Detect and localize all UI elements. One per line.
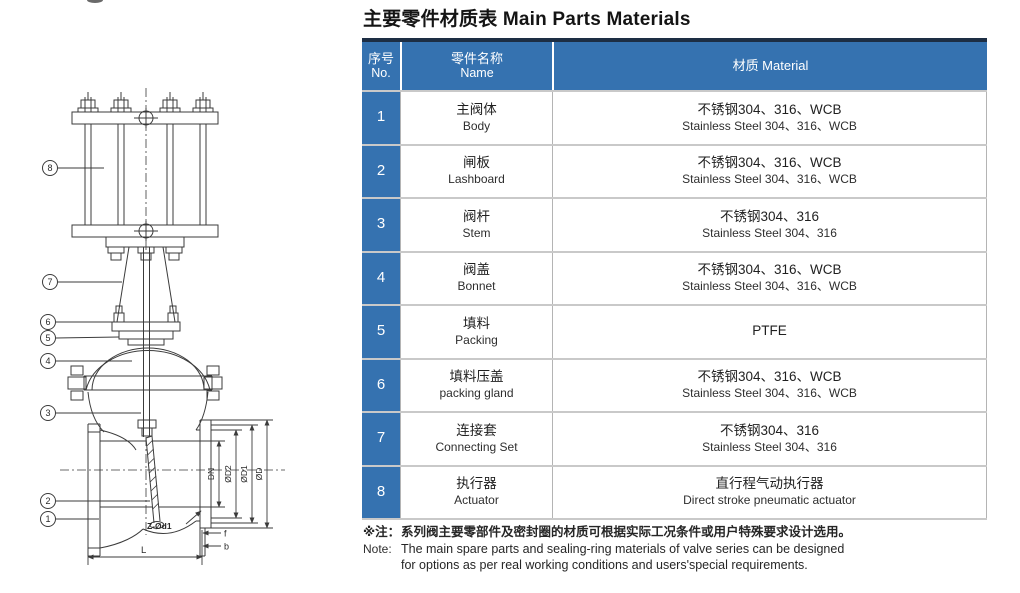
- dim-d-label: ØD: [254, 468, 264, 481]
- dim-d1-label: ØD1: [239, 465, 249, 483]
- yoke-and-stem: [116, 246, 176, 437]
- valve-technical-drawing: 8 7 6 5 4 3 2 1 DN ØD2 ØD1 ØD Z-Ød1 f b …: [40, 0, 285, 565]
- part-name-cell: 执行器 Actuator: [400, 466, 552, 518]
- center-marks: [134, 108, 158, 241]
- gate-lashboard: [145, 435, 165, 529]
- packing-gland: [111, 305, 181, 346]
- page-title: 主要零件材质表 Main Parts Materials: [363, 9, 691, 30]
- row-number-cell: 6: [362, 359, 400, 411]
- material-cell: 不锈钢304、316、WCB Stainless Steel 304、316、W…: [552, 92, 987, 144]
- callout-5: 5: [45, 333, 50, 343]
- part-name-cell: 填料压盖 packing gland: [400, 359, 552, 411]
- material-cell: 不锈钢304、316 Stainless Steel 304、316: [552, 413, 987, 465]
- material-cell: PTFE: [552, 306, 987, 358]
- callout-3: 3: [45, 408, 50, 418]
- bonnet: [67, 347, 223, 437]
- material-cell: 不锈钢304、316、WCB Stainless Steel 304、316、W…: [552, 359, 987, 411]
- row-number-cell: 7: [362, 413, 400, 465]
- notes-block: ※注： 系列阀主要零部件及密封圈的材质可根据实际工况条件或用户特殊要求设计选用。…: [363, 524, 993, 574]
- gate-hatching: [146, 439, 159, 510]
- note-en-label-spacer: [363, 557, 401, 574]
- callout-leaders: [55, 167, 150, 520]
- header-name-en: Name: [460, 66, 494, 81]
- valve-body: [87, 419, 212, 557]
- header-no-cn: 序号: [367, 50, 394, 66]
- callout-balloons: [40, 160, 58, 527]
- part-name-cell: 阀杆 Stem: [400, 199, 552, 251]
- callout-7: 7: [47, 277, 52, 287]
- table-row: 7 连接套 Connecting Set 不锈钢304、316 Stainles…: [362, 411, 987, 465]
- row-number-cell: 2: [362, 145, 400, 197]
- callout-numbers: 8 7 6 5 4 3 2 1: [45, 163, 52, 524]
- dim-zd1-label: Z-Ød1: [147, 521, 172, 531]
- page-artifact: [87, 0, 103, 3]
- part-name-cell: 阀盖 Bonnet: [400, 252, 552, 304]
- row-number-cell: 1: [362, 92, 400, 144]
- drawing-labels: 8 7 6 5 4 3 2 1 DN ØD2 ØD1 ØD Z-Ød1 f b …: [45, 163, 264, 556]
- note-en-label: Note:: [363, 541, 392, 556]
- dim-d2-label: ØD2: [223, 465, 233, 483]
- table-row: 5 填料 Packing PTFE: [362, 304, 987, 358]
- callout-1: 1: [45, 514, 50, 524]
- header-name-cn: 零件名称: [450, 50, 503, 66]
- note-cn-label: ※注：: [363, 525, 401, 539]
- table-top-accent: [362, 38, 987, 42]
- diameter-labels: DN ØD2 ØD1 ØD: [206, 465, 264, 483]
- callout-6: 6: [45, 317, 50, 327]
- part-name-cell: 填料 Packing: [400, 306, 552, 358]
- actuator: [71, 92, 219, 261]
- tie-rods: [77, 92, 214, 225]
- table-row: 3 阀杆 Stem 不锈钢304、316 Stainless Steel 304…: [362, 197, 987, 251]
- materials-table: 序号 No. 零件名称 Name 材质 Material 1 主阀体 Body …: [362, 38, 987, 520]
- note-en-text-2: for options as per real working conditio…: [401, 558, 808, 572]
- table-row: 2 闸板 Lashboard 不锈钢304、316、WCB Stainless …: [362, 143, 987, 197]
- valve-linework: [40, 88, 285, 565]
- note-cn-text: 系列阀主要零部件及密封圈的材质可根据实际工况条件或用户特殊要求设计选用。: [401, 525, 852, 539]
- callout-8: 8: [47, 163, 52, 173]
- table-row: 6 填料压盖 packing gland 不锈钢304、316、WCB Stai…: [362, 357, 987, 411]
- header-no: 序号 No.: [362, 42, 400, 90]
- table-row: 4 阀盖 Bonnet 不锈钢304、316、WCB Stainless Ste…: [362, 250, 987, 304]
- callout-2: 2: [45, 496, 50, 506]
- dim-f-label: f: [224, 529, 227, 539]
- dim-b-label: b: [224, 542, 229, 552]
- header-no-en: No.: [371, 66, 391, 81]
- dimension-lines: [87, 419, 273, 565]
- table-row: 1 主阀体 Body 不锈钢304、316、WCB Stainless Stee…: [362, 90, 987, 144]
- table-header-row: 序号 No. 零件名称 Name 材质 Material: [362, 42, 987, 90]
- table-row: 8 执行器 Actuator 直行程气动执行器 Direct stroke pn…: [362, 464, 987, 518]
- note-line-en-1: Note: The main spare parts and sealing-r…: [363, 541, 993, 558]
- dim-l-label: L: [141, 545, 146, 556]
- material-cell: 不锈钢304、316、WCB Stainless Steel 304、316、W…: [552, 252, 987, 304]
- row-number-cell: 4: [362, 252, 400, 304]
- row-number-cell: 3: [362, 199, 400, 251]
- note-en-text-1: The main spare parts and sealing-ring ma…: [401, 541, 845, 556]
- material-cell: 不锈钢304、316 Stainless Steel 304、316: [552, 199, 987, 251]
- part-name-cell: 连接套 Connecting Set: [400, 413, 552, 465]
- material-cell: 直行程气动执行器 Direct stroke pneumatic actuato…: [552, 466, 987, 518]
- callout-4: 4: [45, 356, 50, 366]
- header-material: 材质 Material: [552, 42, 987, 90]
- part-name-cell: 主阀体 Body: [400, 92, 552, 144]
- row-number-cell: 5: [362, 306, 400, 358]
- note-line-en-2: for options as per real working conditio…: [363, 557, 993, 574]
- header-material-label: 材质 Material: [732, 58, 809, 74]
- note-line-cn: ※注： 系列阀主要零部件及密封圈的材质可根据实际工况条件或用户特殊要求设计选用。: [363, 524, 993, 541]
- material-cell: 不锈钢304、316、WCB Stainless Steel 304、316、W…: [552, 145, 987, 197]
- dim-dn-label: DN: [206, 468, 216, 480]
- part-name-cell: 闸板 Lashboard: [400, 145, 552, 197]
- row-number-cell: 8: [362, 466, 400, 518]
- header-name: 零件名称 Name: [400, 42, 552, 90]
